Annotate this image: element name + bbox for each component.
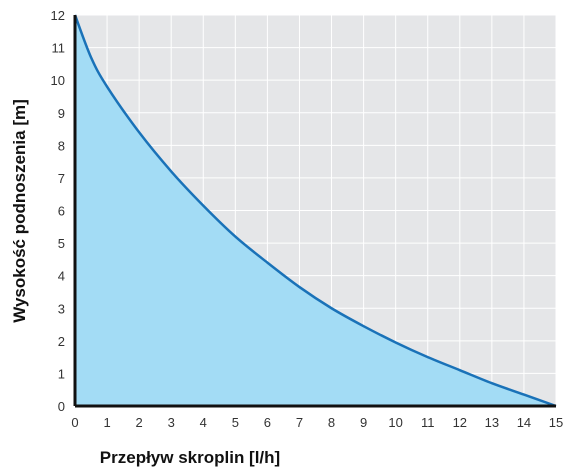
area-fill	[75, 15, 556, 406]
x-tick-label: 12	[453, 415, 467, 430]
y-tick-label: 10	[51, 73, 65, 88]
x-tick-label: 4	[200, 415, 207, 430]
x-tick-label: 11	[421, 415, 435, 430]
x-tick-label: 7	[296, 415, 303, 430]
y-tick-label: 11	[52, 41, 66, 56]
y-tick-label: 5	[58, 236, 65, 251]
x-tick-label: 8	[328, 415, 335, 430]
x-tick-label: 2	[136, 415, 143, 430]
y-tick-label: 7	[58, 171, 65, 186]
y-tick-label: 9	[58, 106, 65, 121]
x-tick-label: 0	[71, 415, 78, 430]
x-tick-label: 3	[168, 415, 175, 430]
y-tick-label: 0	[58, 399, 65, 414]
x-tick-label: 10	[388, 415, 402, 430]
x-tick-labels: 0 1 2 3 4 5 6 7 8 9 10 11 12 13 14 15	[71, 415, 563, 430]
x-tick-label: 15	[549, 415, 563, 430]
x-tick-label: 13	[485, 415, 499, 430]
y-tick-label: 12	[51, 8, 65, 23]
y-tick-label: 3	[58, 301, 65, 316]
series-line	[73, 14, 557, 408]
y-tick-label: 6	[58, 204, 65, 219]
grid-lines	[75, 14, 557, 406]
x-tick-label: 9	[360, 415, 367, 430]
x-tick-label: 5	[232, 415, 239, 430]
x-tick-label: 1	[103, 415, 110, 430]
y-tick-label: 4	[58, 269, 65, 284]
y-tick-label: 1	[58, 366, 65, 381]
y-tick-label: 8	[58, 138, 65, 153]
y-tick-label: 2	[58, 334, 65, 349]
x-axis-label: Przepływ skroplin [l/h]	[100, 448, 280, 467]
x-tick-label: 6	[264, 415, 271, 430]
x-tick-label: 14	[517, 415, 531, 430]
y-axis-label: Wysokość podnoszenia [m]	[10, 99, 29, 323]
